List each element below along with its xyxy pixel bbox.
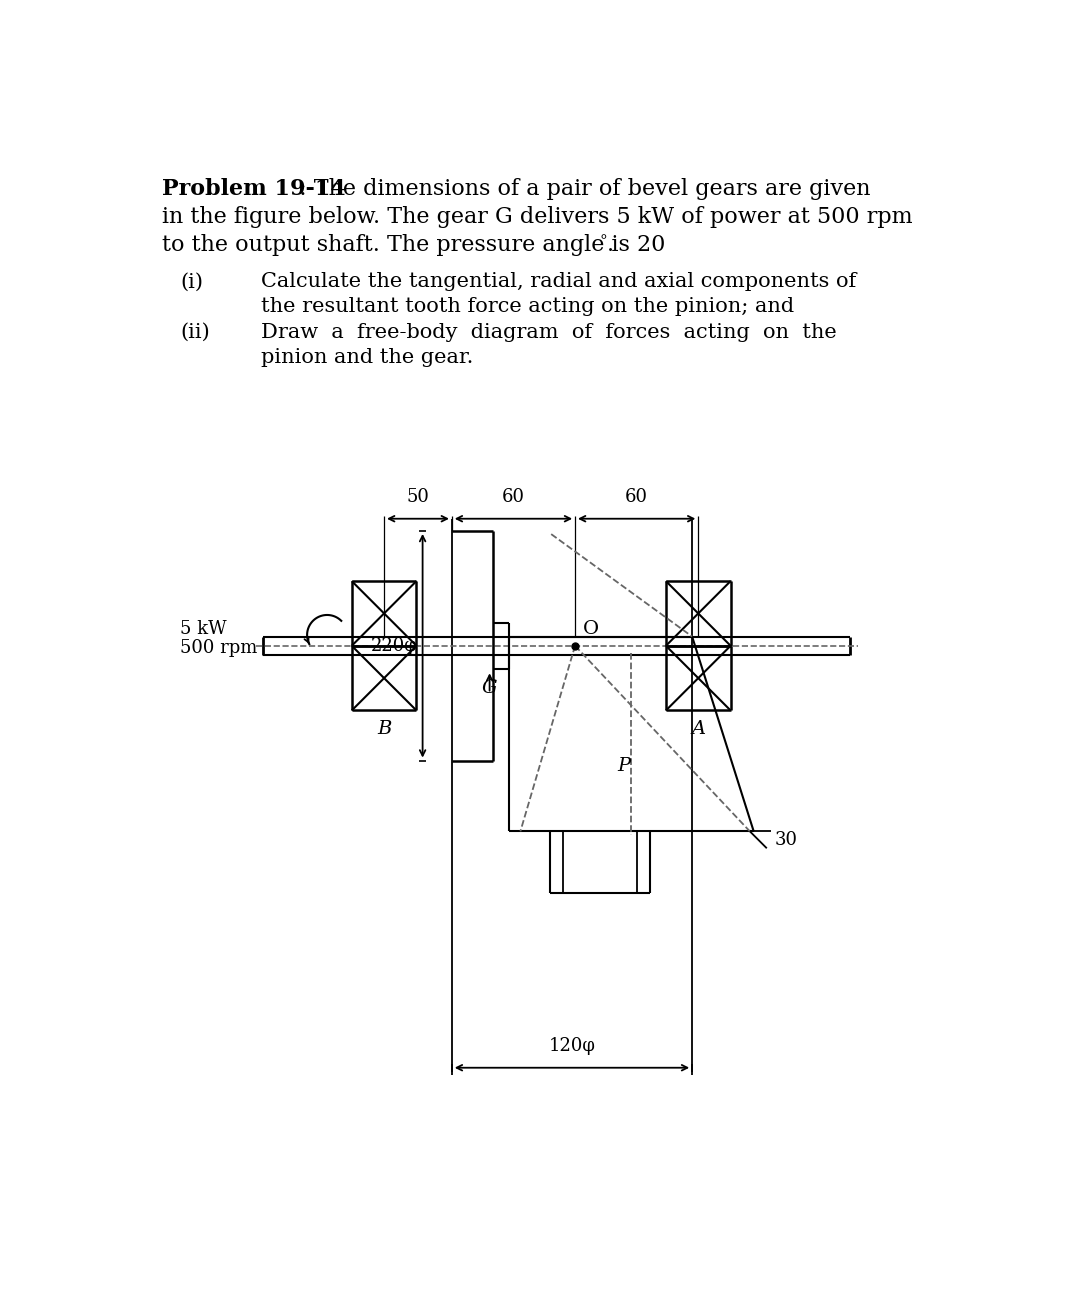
Text: in the figure below. The gear G delivers 5 kW of power at 500 rpm: in the figure below. The gear G delivers…: [162, 206, 913, 228]
Text: P: P: [617, 757, 630, 775]
Text: .: .: [607, 234, 613, 256]
Text: : The dimensions of a pair of bevel gears are given: : The dimensions of a pair of bevel gear…: [292, 179, 870, 201]
Text: 500 rpm: 500 rpm: [180, 638, 257, 656]
Text: 60: 60: [625, 488, 648, 506]
Text: pinion and the gear.: pinion and the gear.: [261, 348, 473, 366]
Text: 50: 50: [406, 488, 430, 506]
Text: (i): (i): [180, 272, 203, 291]
Text: O: O: [583, 620, 599, 638]
Text: Calculate the tangential, radial and axial components of: Calculate the tangential, radial and axi…: [261, 272, 856, 291]
Text: 30: 30: [774, 831, 797, 849]
Text: 5 kW: 5 kW: [180, 620, 227, 638]
Text: (ii): (ii): [180, 324, 210, 342]
Text: 60: 60: [502, 488, 525, 506]
Text: G: G: [482, 679, 498, 697]
Text: Draw  a  free-body  diagram  of  forces  acting  on  the: Draw a free-body diagram of forces actin…: [261, 324, 837, 342]
Text: the resultant tooth force acting on the pinion; and: the resultant tooth force acting on the …: [261, 296, 794, 316]
Text: 220φ: 220φ: [372, 637, 418, 655]
Text: B: B: [377, 719, 391, 738]
Text: A: A: [691, 719, 705, 738]
Text: 120φ: 120φ: [549, 1038, 595, 1056]
Text: Problem 19-14: Problem 19-14: [162, 179, 346, 201]
Text: °: °: [599, 234, 607, 248]
Text: to the output shaft. The pressure angle is 20: to the output shaft. The pressure angle …: [162, 234, 665, 256]
